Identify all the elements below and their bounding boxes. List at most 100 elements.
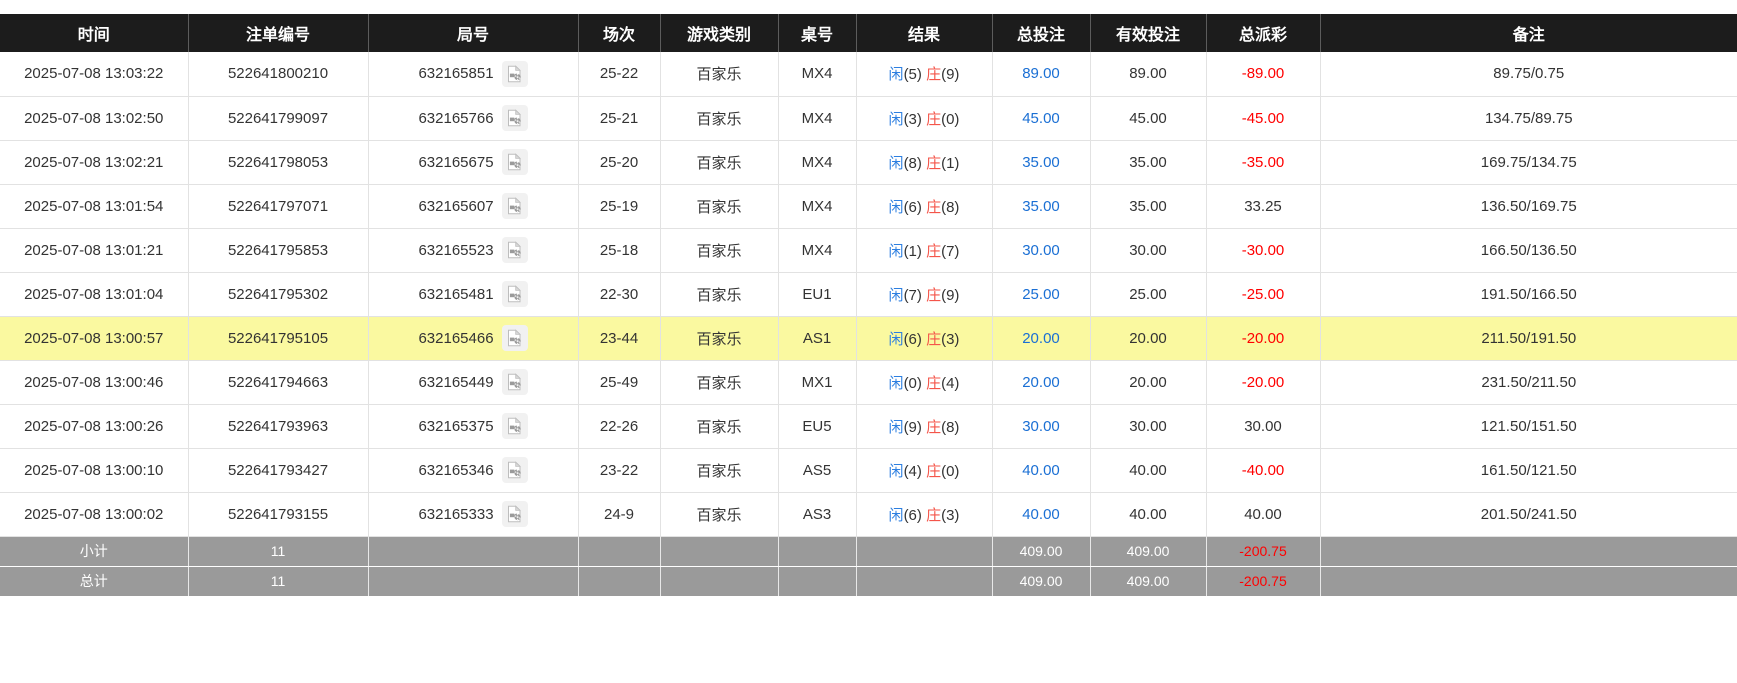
player-label: 闲 xyxy=(888,198,904,216)
cell-total-bet[interactable]: 20.00 xyxy=(992,360,1091,405)
cell-shoe: 22-30 xyxy=(578,272,661,317)
table-row[interactable]: 2025-07-08 13:01:54 522641797071 632165607… xyxy=(0,184,1737,229)
round-no-value: 632165346 xyxy=(418,461,494,479)
cell-valid-bet: 30.00 xyxy=(1090,228,1207,273)
cell-total-bet[interactable]: 45.00 xyxy=(992,96,1091,141)
cell-time: 2025-07-08 13:00:10 xyxy=(0,448,189,493)
table-row[interactable]: 2025-07-08 13:00:46 522641794663 632165449… xyxy=(0,360,1737,405)
video-replay-icon[interactable] xyxy=(501,325,528,351)
cell-result: 闲(1) 庄(7) xyxy=(856,228,993,273)
cell-remark: 136.50/169.75 xyxy=(1320,184,1737,229)
cell-total-bet[interactable]: 30.00 xyxy=(992,404,1091,449)
table-row[interactable]: 2025-07-08 13:00:02 522641793155 632165333… xyxy=(0,492,1737,537)
cell-total-bet[interactable]: 35.00 xyxy=(992,184,1091,229)
video-replay-icon[interactable] xyxy=(501,237,528,263)
banker-label: 庄 xyxy=(926,374,942,392)
video-replay-icon[interactable] xyxy=(501,457,528,483)
video-replay-icon[interactable] xyxy=(501,60,528,87)
video-replay-icon[interactable] xyxy=(501,281,528,307)
video-replay-icon[interactable] xyxy=(501,369,528,395)
cell-remark: 169.75/134.75 xyxy=(1320,140,1737,185)
column-header-round-no[interactable]: 局号 xyxy=(368,14,579,52)
cell-total-bet[interactable]: 25.00 xyxy=(992,272,1091,317)
cell-game-type: 百家乐 xyxy=(660,140,779,185)
cell-shoe: 25-21 xyxy=(578,96,661,141)
cell-time: 2025-07-08 13:03:22 xyxy=(0,52,189,97)
footer-row: 小计 11 409.00 409.00 -200.75 xyxy=(0,536,1737,567)
column-header-table-no[interactable]: 桌号 xyxy=(778,14,857,52)
cell-payout: -40.00 xyxy=(1206,448,1321,493)
round-no-value: 632165466 xyxy=(418,329,494,347)
footer-total-bet: 409.00 xyxy=(992,566,1091,597)
column-header-time[interactable]: 时间 xyxy=(0,14,189,52)
column-header-payout[interactable]: 总派彩 xyxy=(1206,14,1321,52)
banker-label: 庄 xyxy=(926,66,942,84)
table-row[interactable]: 2025-07-08 13:00:57 522641795105 632165466… xyxy=(0,316,1737,361)
cell-shoe: 25-49 xyxy=(578,360,661,405)
cell-total-bet[interactable]: 30.00 xyxy=(992,228,1091,273)
cell-result: 闲(4) 庄(0) xyxy=(856,448,993,493)
video-replay-icon[interactable] xyxy=(501,105,528,131)
cell-total-bet[interactable]: 20.00 xyxy=(992,316,1091,361)
table-row[interactable]: 2025-07-08 13:01:04 522641795302 632165481… xyxy=(0,272,1737,317)
table-body: 2025-07-08 13:03:22 522641800210 632165851… xyxy=(0,52,1737,537)
table-row[interactable]: 2025-07-08 13:00:10 522641793427 632165346… xyxy=(0,448,1737,493)
column-header-total-bet[interactable]: 总投注 xyxy=(992,14,1091,52)
cell-remark: 201.50/241.50 xyxy=(1320,492,1737,537)
cell-time: 2025-07-08 13:02:50 xyxy=(0,96,189,141)
cell-bet-no: 522641793155 xyxy=(188,492,369,537)
footer-blank-gametype xyxy=(660,566,779,597)
cell-table-no: AS3 xyxy=(778,492,857,537)
player-label: 闲 xyxy=(888,330,904,348)
cell-total-bet[interactable]: 40.00 xyxy=(992,448,1091,493)
table-row[interactable]: 2025-07-08 13:02:21 522641798053 632165675… xyxy=(0,140,1737,185)
banker-label: 庄 xyxy=(926,110,942,128)
cell-valid-bet: 35.00 xyxy=(1090,184,1207,229)
cell-table-no: AS1 xyxy=(778,316,857,361)
cell-remark: 166.50/136.50 xyxy=(1320,228,1737,273)
table-row[interactable]: 2025-07-08 13:00:26 522641793963 632165375… xyxy=(0,404,1737,449)
player-label: 闲 xyxy=(888,242,904,260)
player-points: (1) xyxy=(903,242,922,260)
cell-result: 闲(3) 庄(0) xyxy=(856,96,993,141)
cell-round-no: 632165766 xyxy=(368,96,579,141)
column-header-result[interactable]: 结果 xyxy=(856,14,993,52)
cell-table-no: EU1 xyxy=(778,272,857,317)
column-header-game-type[interactable]: 游戏类别 xyxy=(660,14,779,52)
player-label: 闲 xyxy=(888,462,904,480)
video-replay-icon[interactable] xyxy=(501,149,528,175)
video-replay-icon[interactable] xyxy=(501,193,528,219)
table-row[interactable]: 2025-07-08 13:03:22 522641800210 632165851… xyxy=(0,52,1737,97)
table-row[interactable]: 2025-07-08 13:02:50 522641799097 632165766… xyxy=(0,96,1737,141)
player-points: (8) xyxy=(903,154,922,172)
table-header: 时间 注单编号 局号 场次 游戏类别 桌号 结果 总投注 有效投注 总派彩 备注 xyxy=(0,14,1737,52)
video-replay-icon[interactable] xyxy=(501,501,528,527)
footer-total-bet: 409.00 xyxy=(992,536,1091,567)
column-header-valid-bet[interactable]: 有效投注 xyxy=(1090,14,1207,52)
banker-points: (3) xyxy=(941,506,960,524)
banker-points: (9) xyxy=(941,66,960,84)
banker-points: (9) xyxy=(941,286,960,304)
cell-bet-no: 522641795302 xyxy=(188,272,369,317)
cell-total-bet[interactable]: 89.00 xyxy=(992,52,1091,97)
footer-label: 小计 xyxy=(0,536,189,567)
column-header-shoe[interactable]: 场次 xyxy=(578,14,661,52)
cell-valid-bet: 40.00 xyxy=(1090,492,1207,537)
cell-shoe: 23-44 xyxy=(578,316,661,361)
cell-time: 2025-07-08 13:01:21 xyxy=(0,228,189,273)
cell-total-bet[interactable]: 40.00 xyxy=(992,492,1091,537)
player-label: 闲 xyxy=(888,418,904,436)
column-header-remark[interactable]: 备注 xyxy=(1320,14,1737,52)
cell-bet-no: 522641793963 xyxy=(188,404,369,449)
cell-game-type: 百家乐 xyxy=(660,404,779,449)
table-row[interactable]: 2025-07-08 13:01:21 522641795853 632165523… xyxy=(0,228,1737,273)
cell-total-bet[interactable]: 35.00 xyxy=(992,140,1091,185)
cell-payout: -30.00 xyxy=(1206,228,1321,273)
cell-shoe: 25-22 xyxy=(578,52,661,97)
column-header-bet-no[interactable]: 注单编号 xyxy=(188,14,369,52)
cell-result: 闲(6) 庄(8) xyxy=(856,184,993,229)
banker-label: 庄 xyxy=(926,242,942,260)
cell-payout: 40.00 xyxy=(1206,492,1321,537)
video-replay-icon[interactable] xyxy=(501,413,528,439)
cell-round-no: 632165346 xyxy=(368,448,579,493)
